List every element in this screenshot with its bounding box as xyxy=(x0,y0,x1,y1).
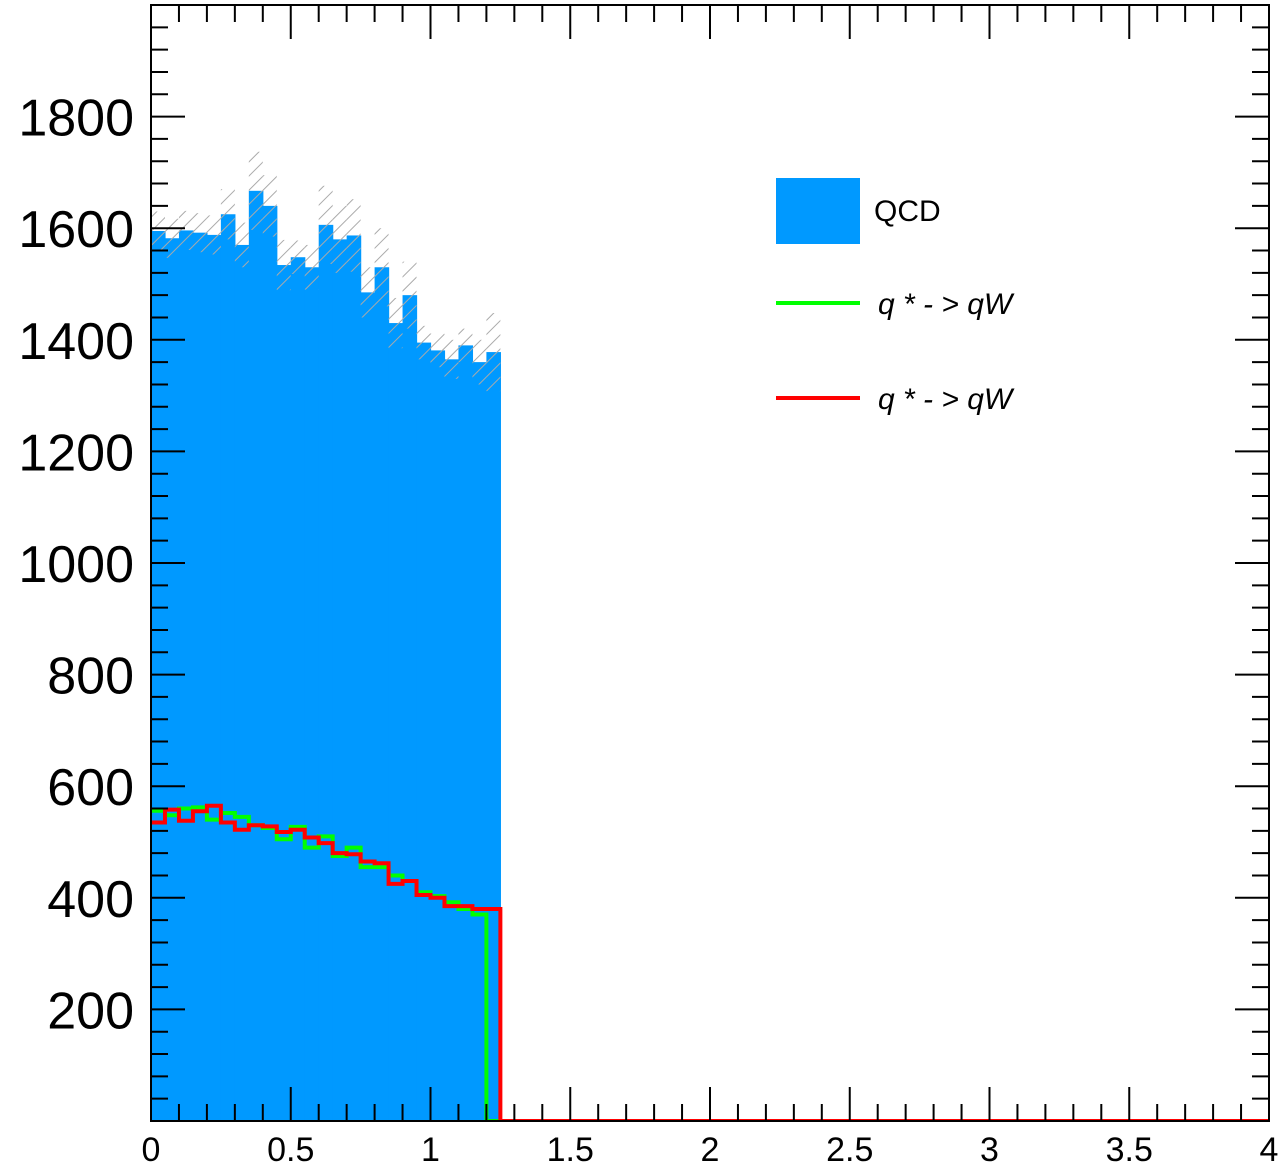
legend-label-green-signal: q * - > qW xyxy=(878,288,1015,321)
qcd-bar xyxy=(192,232,208,1121)
y-tick-label: 1200 xyxy=(18,424,134,482)
qcd-uncertainty-box xyxy=(151,211,165,251)
qcd-bar xyxy=(318,224,334,1121)
qcd-uncertainty-box xyxy=(248,151,263,230)
qcd-bar xyxy=(374,267,390,1121)
qcd-bar xyxy=(220,214,236,1121)
qcd-uncertainty-box xyxy=(458,328,473,363)
y-tick-label: 800 xyxy=(47,648,134,706)
qcd-uncertainty-box xyxy=(206,215,221,255)
qcd-bar xyxy=(304,267,320,1121)
qcd-uncertainty-box xyxy=(234,222,249,268)
red-signal-line xyxy=(151,803,1269,1121)
x-tick-label: 2.5 xyxy=(826,1131,873,1167)
qcd-uncertainty-box xyxy=(416,325,431,360)
qcd-bar xyxy=(206,234,222,1121)
qcd-uncertainty-box xyxy=(276,239,291,291)
qcd-uncertainty-box xyxy=(346,199,361,272)
qcd-uncertainty-box xyxy=(192,213,207,253)
qcd-bar xyxy=(416,342,432,1121)
qcd-bar xyxy=(360,292,376,1121)
y-tick-label: 600 xyxy=(47,759,134,817)
y-tick-label: 1800 xyxy=(18,90,134,148)
qcd-bar xyxy=(248,190,264,1121)
legend-label-red-signal: q * - > qW xyxy=(878,383,1015,416)
qcd-uncertainty-box xyxy=(444,339,459,379)
qcd-bar xyxy=(346,235,362,1121)
y-tick-label: 1600 xyxy=(18,201,134,259)
qcd-uncertainty-box xyxy=(318,185,333,264)
qcd-uncertainty-box xyxy=(262,175,277,237)
qcd-uncertainty-box xyxy=(220,189,235,240)
qcd-bar xyxy=(402,295,418,1121)
qcd-bar xyxy=(486,352,501,1121)
qcd-bar xyxy=(234,244,250,1121)
x-tick-label: 3.5 xyxy=(1106,1131,1153,1167)
axis-ticks xyxy=(150,4,1270,1122)
qcd-bar xyxy=(276,265,292,1121)
signal-lines xyxy=(151,803,1269,1121)
qcd-bar xyxy=(430,350,446,1121)
legend-label-qcd: QCD xyxy=(874,195,941,228)
qcd-uncertainty-box xyxy=(486,313,501,392)
x-tick-labels: 0 0.5 1 1.5 2 2.5 3 3.5 4 xyxy=(142,1131,1279,1167)
qcd-uncertainty-box xyxy=(178,210,193,250)
qcd-uncertainty-box xyxy=(402,261,417,329)
qcd-bar xyxy=(472,362,487,1121)
qcd-uncertainty-box xyxy=(332,205,347,273)
x-tick-label: 0 xyxy=(142,1131,161,1167)
y-tick-labels: 200 400 600 800 1000 1200 1400 1600 1800 xyxy=(18,90,134,1041)
qcd-bar xyxy=(458,345,474,1121)
x-tick-label: 2 xyxy=(701,1131,720,1167)
qcd-uncertainty-box xyxy=(360,267,375,318)
qcd-bar xyxy=(262,205,278,1121)
legend: QCD q * - > qW q * - > qW xyxy=(776,178,1015,416)
qcd-histogram xyxy=(151,190,501,1121)
qcd-bar xyxy=(164,238,180,1121)
qcd-bar xyxy=(290,257,306,1121)
legend-swatch-qcd xyxy=(776,178,860,244)
qcd-bar xyxy=(178,230,194,1121)
x-tick-label: 3 xyxy=(980,1131,999,1167)
qcd-uncertainty-box xyxy=(388,297,403,349)
x-tick-label: 1.5 xyxy=(547,1131,594,1167)
qcd-bar xyxy=(388,323,404,1121)
qcd-bar xyxy=(444,359,460,1121)
y-tick-label: 400 xyxy=(47,871,134,929)
x-tick-label: 1 xyxy=(421,1131,440,1167)
qcd-uncertainty-box xyxy=(164,218,179,258)
y-tick-label: 1400 xyxy=(18,313,134,371)
y-tick-label: 1000 xyxy=(18,536,134,594)
y-tick-label: 200 xyxy=(47,982,134,1040)
qcd-uncertainty-box xyxy=(290,240,305,274)
qcd-uncertainty-box xyxy=(472,339,487,385)
qcd-uncertainty-box xyxy=(430,333,445,368)
x-tick-label: 4 xyxy=(1260,1131,1279,1167)
x-tick-label: 0.5 xyxy=(267,1131,314,1167)
qcd-bar xyxy=(332,239,348,1121)
qcd-uncertainty-box xyxy=(304,244,319,290)
qcd-uncertainty-box xyxy=(374,228,389,307)
